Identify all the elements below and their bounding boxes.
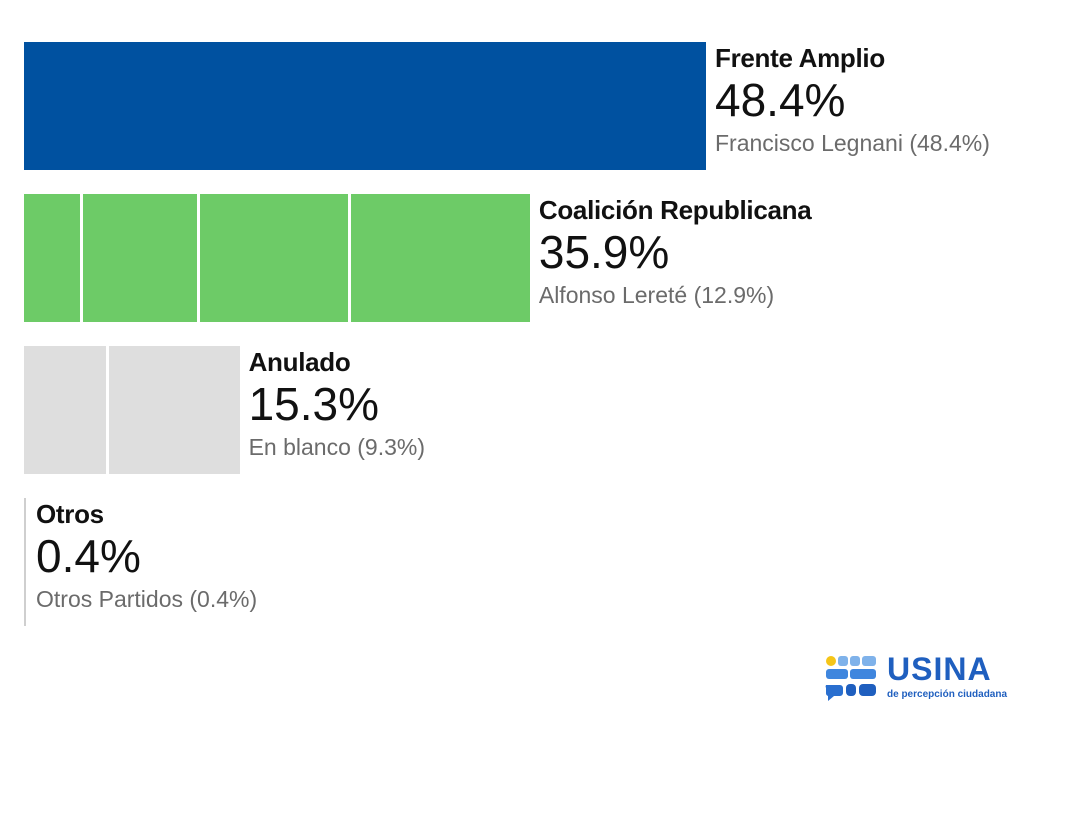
label-anulado: Anulado 15.3% En blanco (9.3%) (249, 346, 425, 462)
bar-segment (108, 346, 240, 474)
party-detail: Alfonso Lereté (12.9%) (538, 282, 775, 308)
party-detail: En blanco (9.3%) (248, 434, 426, 460)
bar-segment (24, 346, 106, 474)
party-percentage: 0.4% (36, 530, 141, 582)
bar-segment (83, 194, 198, 322)
bar-segment (24, 498, 26, 626)
bar-segment (200, 194, 348, 322)
bar-otros (24, 498, 26, 626)
bar-coalicion-republicana (24, 194, 530, 322)
label-coalicion-republicana: Coalición Republicana 35.9% Alfonso Lere… (539, 194, 812, 310)
party-name: Coalición Republicana (538, 195, 812, 225)
party-name: Frente Amplio (715, 43, 885, 73)
label-frente-amplio: Frente Amplio 48.4% Francisco Legnani (4… (715, 42, 990, 158)
party-name: Otros (36, 499, 104, 529)
bar-frente-amplio (24, 42, 706, 170)
party-percentage: 48.4% (715, 74, 846, 126)
label-otros: Otros 0.4% Otros Partidos (0.4%) (36, 498, 257, 614)
party-detail: Francisco Legnani (48.4%) (715, 130, 990, 156)
bar-anulado (24, 346, 240, 474)
party-percentage: 35.9% (538, 226, 670, 278)
party-name: Anulado (248, 347, 351, 377)
usina-logo: USINA de percepción ciudadana (825, 651, 1025, 705)
logo-tagline: de percepción ciudadana (887, 689, 1008, 700)
bar-segment (350, 194, 530, 322)
bar-segment (24, 194, 81, 322)
bar-segment (24, 42, 706, 170)
usina-logo-mark-icon (825, 656, 876, 701)
bar-chart: Frente Amplio 48.4% Francisco Legnani (4… (24, 42, 990, 626)
logo-wordmark: USINA (887, 651, 992, 687)
party-percentage: 15.3% (248, 378, 380, 430)
party-detail: Otros Partidos (0.4%) (36, 586, 258, 612)
